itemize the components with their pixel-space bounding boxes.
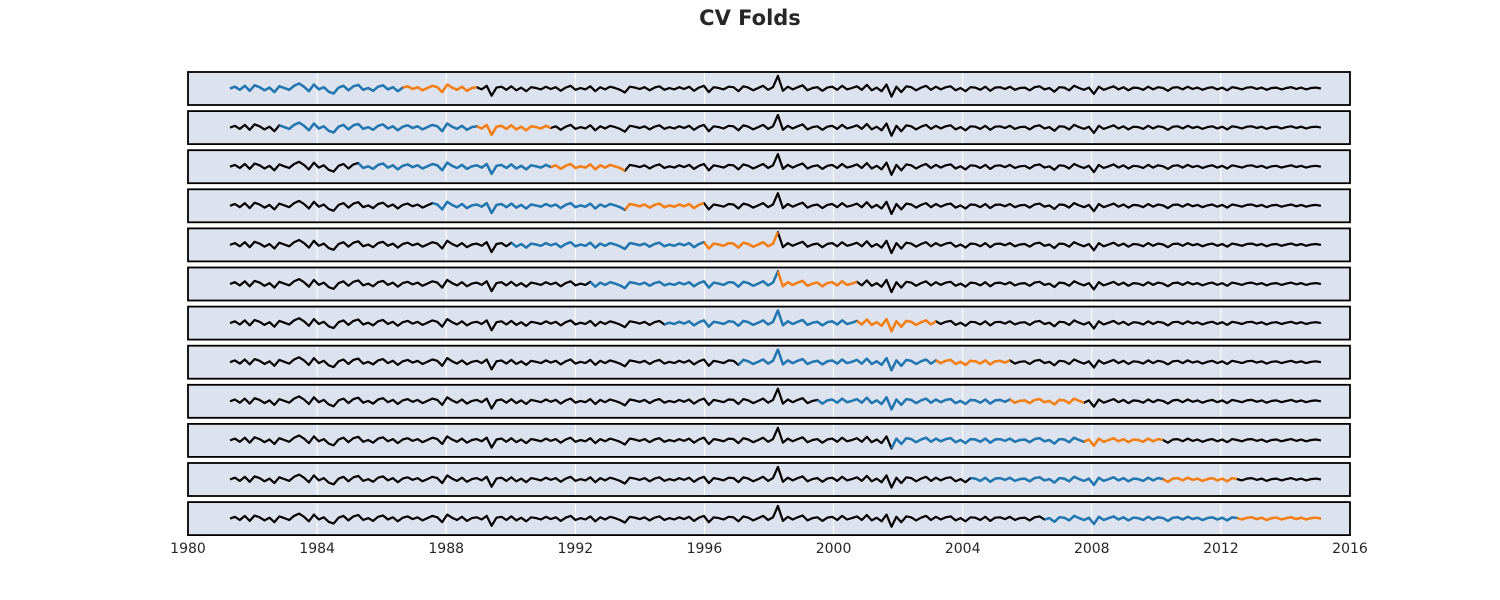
test-segment-line	[702, 231, 780, 250]
fold-panel	[187, 383, 1351, 419]
x-tick-label: 2016	[1332, 541, 1368, 557]
fold-panel	[187, 266, 1351, 302]
x-tick-label: 2008	[1074, 541, 1110, 557]
panel-frame	[187, 462, 1351, 497]
train-segment-line	[278, 121, 477, 134]
fold-panel	[187, 149, 1351, 185]
panel-frame	[187, 383, 1351, 419]
test-segment-line	[1236, 516, 1322, 522]
train-segment-line	[970, 475, 1164, 487]
panel-frame	[187, 422, 1351, 458]
x-tick-label: 1992	[558, 541, 594, 557]
panel-frame	[187, 305, 1351, 341]
x-tick-label: 2004	[945, 541, 981, 557]
x-tick-label: 1984	[299, 541, 335, 557]
train-segment-line	[816, 396, 1011, 411]
panel-frame	[187, 344, 1351, 380]
train-segment-line	[510, 240, 705, 251]
fold-panel	[187, 422, 1351, 458]
test-segment-line	[1083, 437, 1164, 447]
test-segment-line	[623, 201, 705, 211]
x-tick-label: 2012	[1203, 541, 1239, 557]
panel-frame	[187, 110, 1351, 145]
train-segment-line	[737, 348, 937, 372]
x-tick-label: 2000	[816, 541, 852, 557]
x-tick-label: 1996	[687, 541, 723, 557]
train-segment-line	[432, 200, 626, 215]
full-series-line	[229, 387, 1322, 411]
train-segment-line	[1044, 514, 1238, 526]
test-segment-line	[856, 317, 937, 333]
fold-panel	[187, 188, 1351, 224]
test-segment-line	[935, 358, 1011, 367]
train-segment-line	[663, 309, 858, 328]
panel-frame	[187, 266, 1351, 302]
test-segment-line	[402, 83, 477, 94]
fold-panel	[187, 110, 1351, 145]
test-segment-line	[1162, 476, 1238, 483]
test-segment-line	[476, 123, 552, 137]
panel-frame	[187, 188, 1351, 224]
train-segment-line	[229, 82, 404, 95]
chart-title: CV Folds	[699, 6, 801, 30]
train-segment-line	[890, 436, 1085, 450]
train-segment-line	[589, 270, 779, 290]
train-segment-line	[357, 161, 552, 176]
fold-panel	[187, 501, 1351, 537]
panel-frame	[187, 501, 1351, 537]
x-tick-label: 1980	[170, 541, 206, 557]
fold-panel	[187, 71, 1351, 106]
panel-frame	[187, 71, 1351, 106]
fold-panel	[187, 305, 1351, 341]
x-tick-label: 1988	[428, 541, 464, 557]
fold-panel	[187, 227, 1351, 263]
test-segment-line	[1009, 397, 1085, 406]
full-series-line	[229, 192, 1322, 215]
test-segment-line	[776, 271, 858, 288]
fold-panel	[187, 462, 1351, 497]
panel-frame	[187, 227, 1351, 263]
fold-panel	[187, 344, 1351, 380]
panel-frame	[187, 149, 1351, 185]
test-segment-line	[550, 162, 626, 172]
